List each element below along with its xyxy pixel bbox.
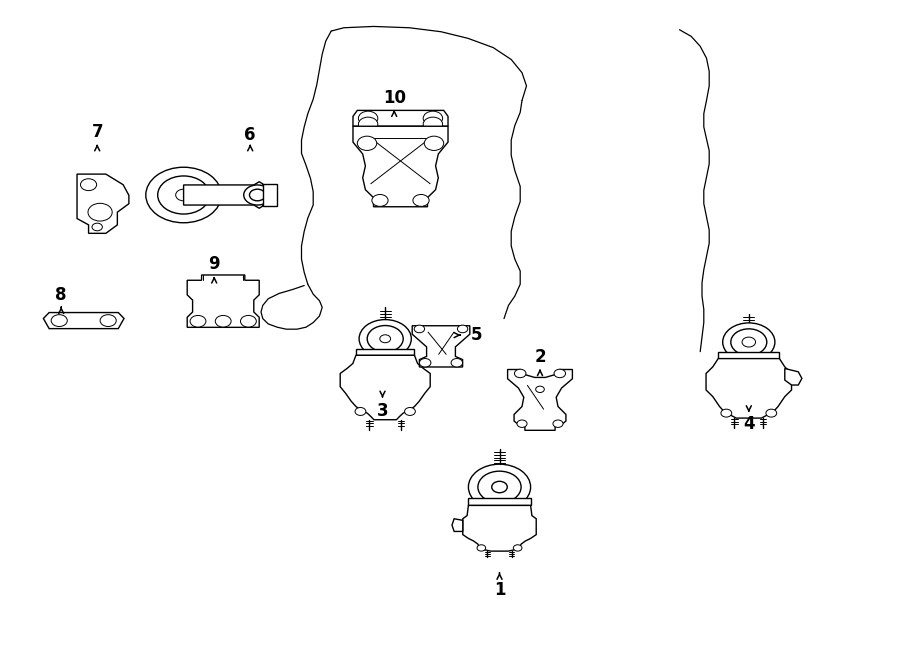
Circle shape <box>359 319 411 358</box>
Text: 10: 10 <box>382 89 406 107</box>
Polygon shape <box>340 356 430 420</box>
Circle shape <box>190 315 206 327</box>
Circle shape <box>413 194 429 206</box>
Circle shape <box>478 471 521 503</box>
Circle shape <box>358 117 378 132</box>
Circle shape <box>357 136 377 151</box>
Text: 3: 3 <box>377 402 388 420</box>
Circle shape <box>80 178 96 190</box>
Circle shape <box>100 315 116 327</box>
Circle shape <box>721 409 732 417</box>
Circle shape <box>451 358 463 367</box>
Circle shape <box>553 420 563 428</box>
Circle shape <box>92 223 103 231</box>
Circle shape <box>491 481 508 492</box>
Circle shape <box>477 545 486 551</box>
Polygon shape <box>718 352 779 358</box>
Polygon shape <box>77 174 129 233</box>
Circle shape <box>244 185 271 205</box>
Text: 4: 4 <box>743 415 754 434</box>
Polygon shape <box>785 369 802 385</box>
Polygon shape <box>508 369 572 430</box>
Circle shape <box>358 111 378 126</box>
Polygon shape <box>263 184 277 206</box>
Circle shape <box>457 325 468 332</box>
Circle shape <box>355 407 365 416</box>
Circle shape <box>554 369 565 377</box>
Circle shape <box>372 194 388 206</box>
Circle shape <box>176 189 192 201</box>
Circle shape <box>731 329 767 356</box>
Circle shape <box>517 420 527 428</box>
Circle shape <box>414 325 425 332</box>
Text: 9: 9 <box>209 255 220 274</box>
Circle shape <box>419 358 431 367</box>
Polygon shape <box>43 313 124 329</box>
Circle shape <box>158 176 210 214</box>
Polygon shape <box>463 506 536 551</box>
Circle shape <box>742 337 755 347</box>
Circle shape <box>240 315 256 327</box>
Polygon shape <box>353 110 448 126</box>
Circle shape <box>468 464 531 510</box>
Text: 2: 2 <box>535 348 545 366</box>
Circle shape <box>215 315 231 327</box>
Circle shape <box>405 407 415 416</box>
Polygon shape <box>356 349 415 356</box>
Circle shape <box>146 167 221 223</box>
Circle shape <box>766 409 777 417</box>
Circle shape <box>380 334 391 342</box>
Polygon shape <box>468 498 531 506</box>
Text: 1: 1 <box>494 581 505 600</box>
Text: 7: 7 <box>92 123 103 141</box>
Polygon shape <box>412 326 470 367</box>
Polygon shape <box>184 182 263 208</box>
Circle shape <box>515 369 526 377</box>
Circle shape <box>88 204 112 221</box>
Circle shape <box>424 136 444 151</box>
Circle shape <box>423 111 443 126</box>
Circle shape <box>536 386 544 393</box>
Circle shape <box>51 315 68 327</box>
Circle shape <box>423 117 443 132</box>
Polygon shape <box>353 126 448 207</box>
Text: 5: 5 <box>472 326 482 344</box>
Circle shape <box>367 325 403 352</box>
Text: 8: 8 <box>56 286 67 305</box>
Circle shape <box>723 323 775 361</box>
Polygon shape <box>187 275 259 327</box>
Text: 6: 6 <box>245 126 256 144</box>
Polygon shape <box>452 519 463 531</box>
Polygon shape <box>706 358 792 418</box>
Circle shape <box>249 189 266 201</box>
Circle shape <box>513 545 522 551</box>
